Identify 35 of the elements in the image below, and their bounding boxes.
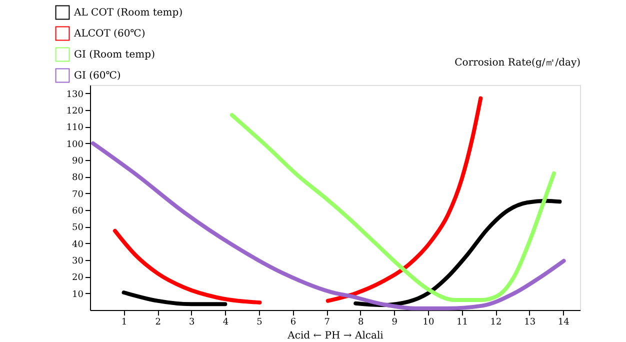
line-series — [230, 113, 556, 302]
y-tick-label: 70 — [72, 190, 84, 200]
y-tick-label: 120 — [66, 106, 84, 116]
y-tick-label: 80 — [72, 173, 84, 184]
y-tick-label: 110 — [66, 123, 84, 134]
x-tick-label: 1 — [121, 318, 128, 328]
x-tick-label: 14 — [558, 318, 570, 328]
x-tick-label: 4 — [222, 318, 229, 328]
x-tick-label: 12 — [490, 318, 502, 328]
legend-label: ALCOT (60℃) — [73, 28, 146, 40]
x-tick-label: 13 — [524, 318, 536, 328]
x-axis-title: Acid ← PH → Alcali — [286, 330, 384, 342]
y-tick-label: 20 — [72, 273, 84, 284]
x-tick-label: 5 — [256, 318, 263, 328]
x-tick-label: 8 — [358, 318, 364, 328]
y-tick-label: 130 — [66, 90, 84, 100]
x-tick-label: 7 — [324, 318, 330, 328]
legend-label: GI (Room temp) — [74, 50, 156, 60]
y-tick-label: 100 — [66, 140, 84, 150]
y-axis-title: Corrosion Rate(g/㎡/day) — [454, 58, 581, 68]
legend-label: GI (60℃) — [74, 70, 121, 82]
y-tick-label: 60 — [72, 206, 84, 216]
x-tick-label: 9 — [392, 318, 398, 328]
x-tick-label: 10 — [422, 318, 434, 328]
line-series — [91, 141, 566, 310]
y-tick-label: 40 — [72, 240, 84, 250]
x-tick-label: 11 — [456, 318, 468, 328]
x-tick-label: 6 — [290, 318, 296, 328]
y-tick-label: 10 — [72, 290, 84, 300]
legend-label: AL COT (Room temp) — [73, 8, 183, 18]
y-tick-label: 30 — [72, 256, 84, 266]
x-tick-label: 3 — [189, 318, 196, 328]
y-tick-label: 50 — [72, 223, 84, 234]
x-tick-label: 2 — [155, 318, 161, 328]
y-tick-label: 90 — [72, 156, 84, 166]
